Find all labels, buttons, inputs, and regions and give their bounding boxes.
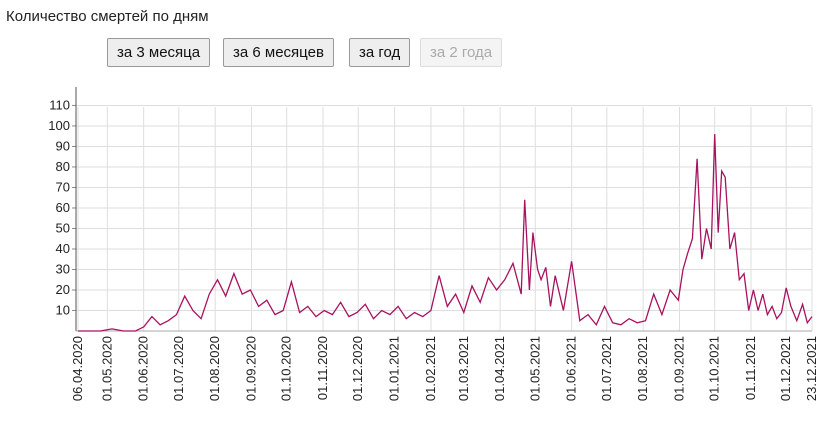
x-tick-label: 01.07.2020: [171, 336, 186, 401]
y-tick-label: 100: [48, 118, 70, 133]
x-tick-label: 01.10.2021: [707, 336, 722, 401]
x-tick-label: 01.06.2020: [136, 336, 151, 401]
x-tick-label: 01.11.2021: [743, 336, 758, 400]
x-tick-label: 01.03.2021: [456, 336, 471, 401]
x-tick-label: 01.07.2021: [599, 336, 614, 401]
x-tick-label: 01.04.2021: [492, 336, 507, 401]
x-tick-label: 01.08.2021: [635, 336, 650, 401]
y-tick-label: 110: [49, 97, 70, 112]
x-tick-label: 01.12.2020: [350, 336, 365, 401]
y-tick-label: 50: [56, 220, 70, 235]
x-tick-label: 01.10.2020: [279, 336, 294, 401]
y-tick-label: 70: [56, 179, 70, 194]
y-tick-label: 80: [56, 159, 70, 174]
x-tick-label: 01.05.2021: [527, 336, 542, 401]
x-tick-label: 01.06.2021: [564, 336, 579, 401]
data-line: [78, 134, 813, 332]
period-button: за 2 года: [420, 38, 503, 67]
x-tick-label: 01.08.2020: [207, 336, 222, 401]
y-tick-label: 60: [56, 200, 70, 215]
y-tick-label: 40: [56, 241, 70, 256]
y-tick-label: 20: [56, 282, 70, 297]
x-tick-label: 23.12.2021: [804, 336, 819, 401]
chart-title: Количество смертей по дням: [6, 8, 209, 25]
x-tick-label: 01.09.2020: [244, 336, 259, 401]
x-tick-label: 06.04.2020: [70, 336, 85, 401]
y-tick-label: 30: [56, 261, 70, 276]
x-tick-label: 01.11.2020: [315, 336, 330, 400]
x-tick-label: 01.05.2020: [99, 336, 114, 401]
x-tick-label: 01.09.2021: [672, 336, 687, 401]
y-tick-label: 90: [56, 138, 70, 153]
y-tick-label: 10: [56, 302, 70, 317]
x-tick-label: 01.12.2021: [778, 336, 793, 401]
period-button[interactable]: за год: [349, 38, 411, 67]
x-tick-label: 01.02.2021: [423, 336, 438, 401]
x-tick-label: 01.01.2021: [387, 336, 402, 401]
period-button[interactable]: за 3 месяца: [107, 38, 211, 67]
period-button[interactable]: за 6 месяцев: [223, 38, 334, 67]
